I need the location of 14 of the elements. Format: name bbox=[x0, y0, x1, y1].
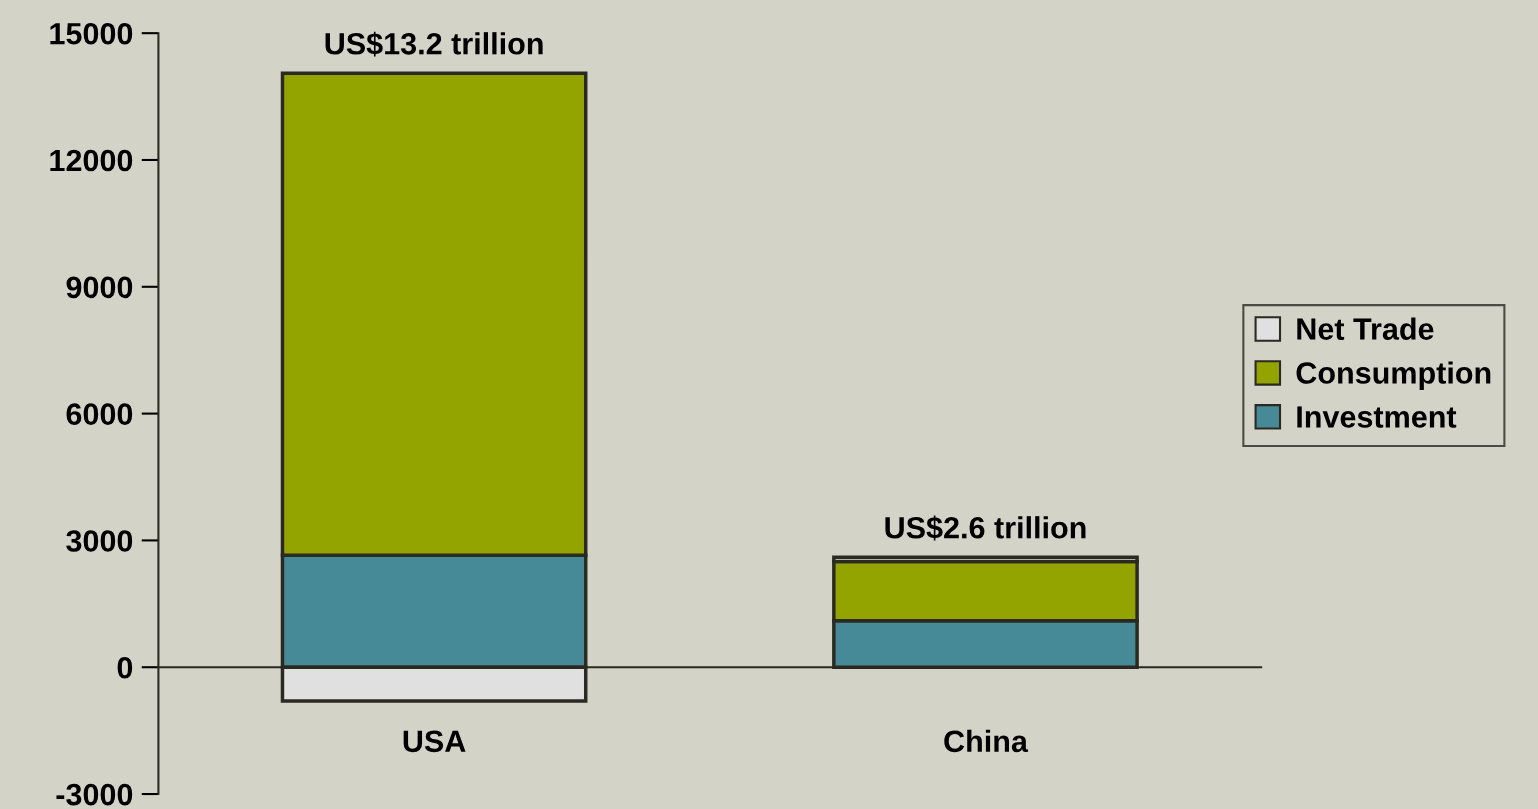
y-tick-label: -3000 bbox=[56, 783, 133, 806]
x-tick-label: USA bbox=[403, 730, 466, 753]
y-tick-label: 6000 bbox=[66, 403, 133, 425]
legend-label: Net Trade bbox=[1297, 317, 1434, 340]
annotation: US$13.2 trillion bbox=[325, 31, 543, 57]
y-tick-label: 15000 bbox=[50, 22, 133, 45]
annotation: US$2.6 trillion bbox=[885, 515, 1086, 541]
y-tick-label: 9000 bbox=[66, 276, 133, 299]
y-tick-label: 0 bbox=[117, 656, 133, 679]
x-tick-label: China bbox=[944, 729, 1029, 753]
legend-label: Investment bbox=[1297, 406, 1457, 428]
legend-label: Consumption bbox=[1296, 361, 1491, 390]
y-tick-label: 3000 bbox=[66, 530, 133, 552]
y-tick-label: 12000 bbox=[50, 149, 133, 172]
